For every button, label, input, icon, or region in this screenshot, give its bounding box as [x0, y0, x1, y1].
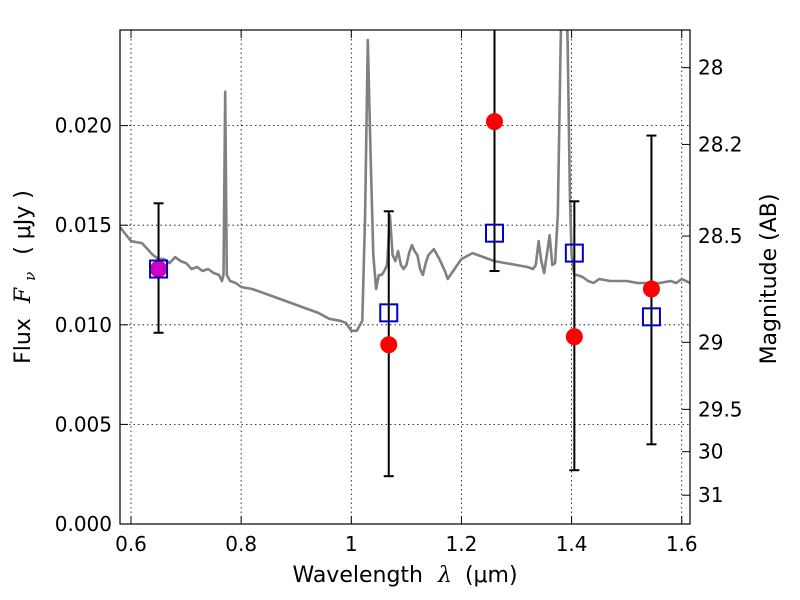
model-point [379, 303, 399, 323]
observed-point [380, 336, 398, 354]
x-axis-unit: (μm) [465, 563, 518, 588]
y-axis-symbol: F [11, 287, 36, 304]
x-ticks: 0.6 0.8 1 1.2 1.4 1.6 [115, 30, 698, 556]
y2-ticks: 28 28.2 28.5 29 29.5 30 31 [682, 56, 743, 507]
x-tick-label: 1 [345, 532, 358, 556]
y2-tick-label: 28 [698, 56, 723, 80]
observed-point [565, 328, 583, 346]
y2-tick-label: 31 [698, 483, 723, 507]
y2-tick-label: 29.5 [698, 397, 743, 421]
y-tick-label: 0.000 [55, 512, 112, 536]
y2-tick-label: 29 [698, 330, 723, 354]
y-axis-title: Flux F ν ( μJy ) [11, 190, 41, 364]
grid-lines [120, 30, 690, 525]
y2-tick-label: 30 [698, 440, 723, 464]
x-axis-label: Wavelength [292, 563, 423, 588]
observed-point [642, 280, 660, 298]
spectrum-path [120, 30, 690, 333]
x-axis-symbol: λ [437, 563, 452, 588]
observed-point [150, 260, 168, 278]
x-tick-label: 1.6 [666, 532, 698, 556]
observed-point [485, 113, 503, 131]
x-tick-label: 0.8 [225, 532, 257, 556]
model-spectrum-line [120, 30, 690, 333]
error-bars [153, 30, 657, 478]
y-axis-unit: ( μJy ) [11, 190, 36, 255]
y-axis-label: Flux [11, 318, 36, 364]
x-axis-title: Wavelength λ (μm) [292, 563, 517, 588]
y-tick-label: 0.015 [55, 213, 112, 237]
observed-points [150, 113, 660, 354]
x-tick-label: 1.2 [446, 532, 478, 556]
model-point [564, 243, 584, 263]
model-point [149, 259, 169, 279]
model-point [484, 223, 504, 243]
y-axis-subscript: ν [21, 272, 39, 281]
model-points [149, 223, 661, 327]
y-tick-label: 0.010 [55, 313, 112, 337]
x-tick-label: 0.6 [115, 532, 147, 556]
plot-frame [119, 29, 691, 525]
model-point [641, 307, 661, 327]
y2-tick-label: 28.2 [698, 132, 743, 156]
y-ticks: 0.000 0.005 0.010 0.015 0.020 [55, 114, 128, 536]
y-tick-label: 0.005 [55, 412, 112, 436]
y-tick-label: 0.020 [55, 114, 112, 138]
y2-tick-label: 28.5 [698, 224, 743, 248]
y2-axis-title: Magnitude (AB) [757, 194, 782, 365]
x-tick-label: 1.4 [556, 532, 588, 556]
